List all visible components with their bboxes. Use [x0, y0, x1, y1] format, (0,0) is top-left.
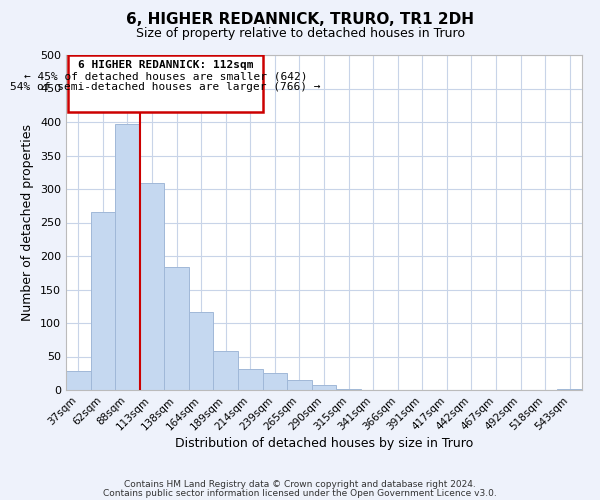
Y-axis label: Number of detached properties: Number of detached properties: [22, 124, 34, 321]
Bar: [287, 380, 312, 390]
Text: Contains public sector information licensed under the Open Government Licence v3: Contains public sector information licen…: [103, 488, 497, 498]
Bar: [263, 373, 287, 390]
Bar: [66, 370, 91, 390]
X-axis label: Distribution of detached houses by size in Truro: Distribution of detached houses by size …: [175, 438, 473, 450]
Bar: [115, 124, 140, 390]
Text: Contains HM Land Registry data © Crown copyright and database right 2024.: Contains HM Land Registry data © Crown c…: [124, 480, 476, 489]
Text: 6, HIGHER REDANNICK, TRURO, TR1 2DH: 6, HIGHER REDANNICK, TRURO, TR1 2DH: [126, 12, 474, 28]
Bar: [91, 212, 115, 390]
Bar: [164, 268, 189, 390]
Text: 6 HIGHER REDANNICK: 112sqm: 6 HIGHER REDANNICK: 112sqm: [78, 60, 253, 70]
Bar: [238, 368, 263, 390]
Bar: [312, 386, 336, 390]
Bar: [140, 183, 164, 390]
Bar: [557, 388, 582, 390]
Bar: [189, 312, 214, 390]
Text: ← 45% of detached houses are smaller (642): ← 45% of detached houses are smaller (64…: [24, 71, 307, 81]
Bar: [214, 351, 238, 390]
Text: Size of property relative to detached houses in Truro: Size of property relative to detached ho…: [136, 28, 464, 40]
FancyBboxPatch shape: [68, 55, 263, 112]
Text: 54% of semi-detached houses are larger (766) →: 54% of semi-detached houses are larger (…: [10, 82, 321, 92]
